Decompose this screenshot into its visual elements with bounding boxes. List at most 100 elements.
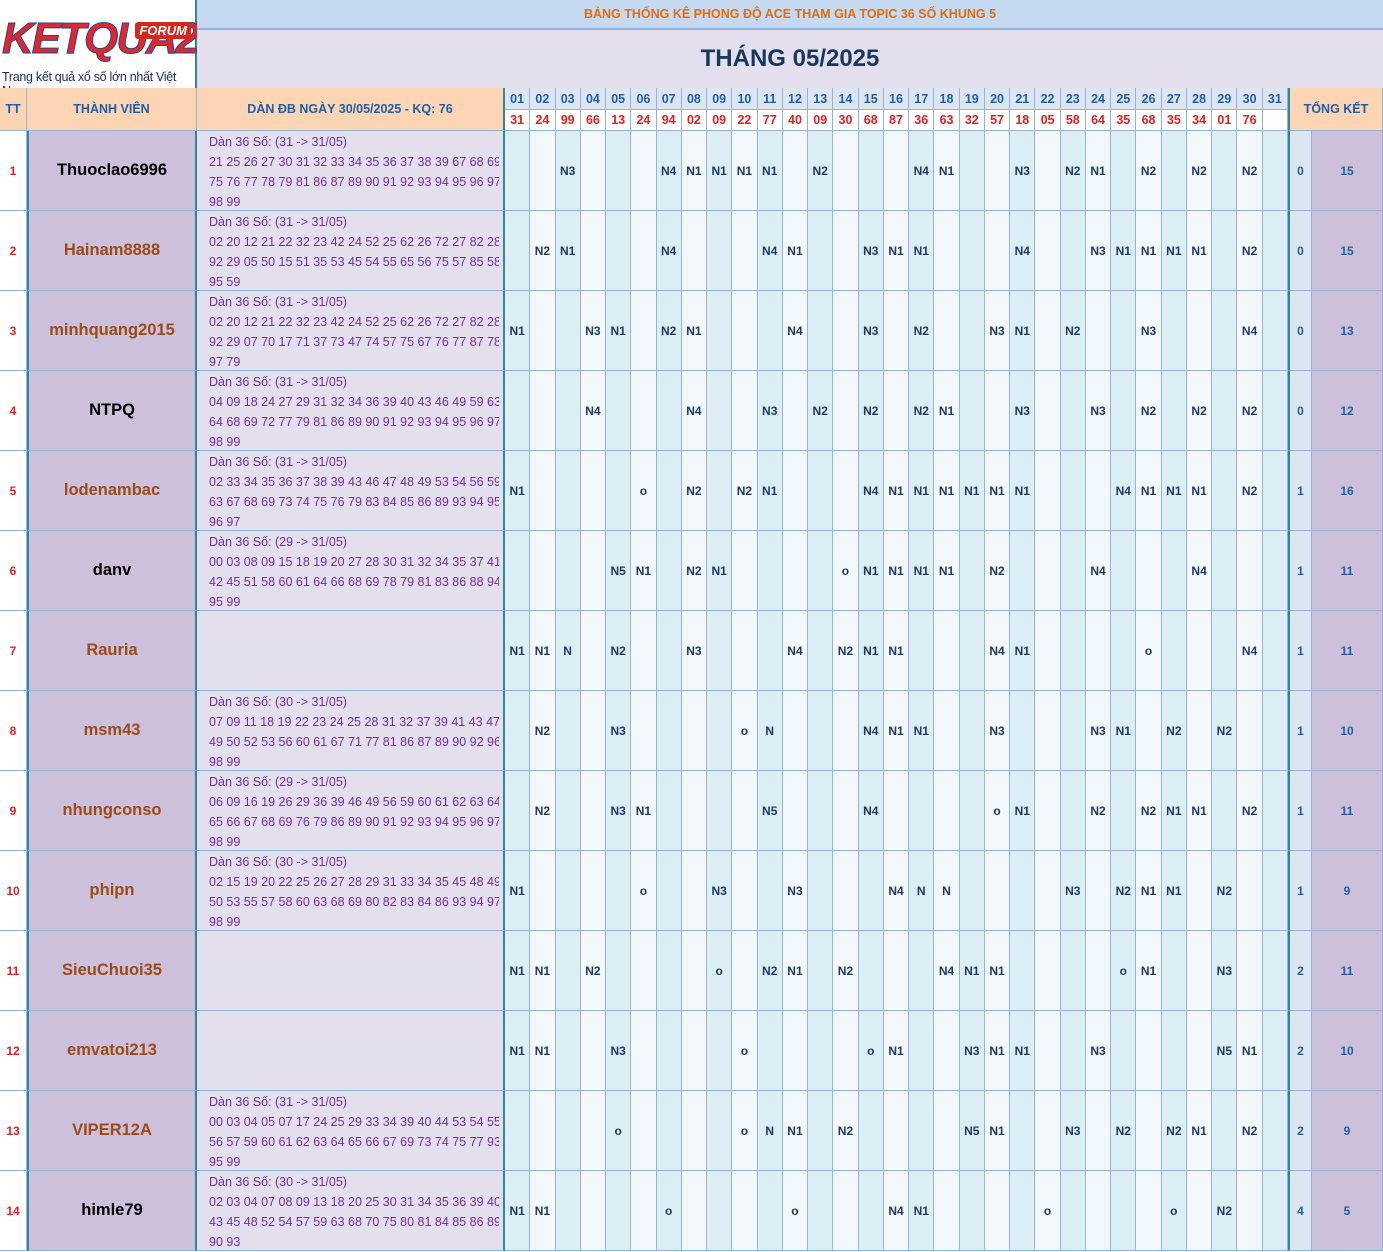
mark-cell: N5	[1212, 1011, 1238, 1091]
mark-cell	[1136, 1091, 1162, 1171]
mark-cell: N1	[883, 611, 910, 691]
dan-line: 02 20 12 21 22 32 23 42 24 52 25 62 26 7…	[209, 235, 499, 249]
day-result: 68	[1136, 110, 1162, 131]
day-result: 24	[631, 110, 657, 131]
dan-line: Dàn 36 Số: (31 -> 31/05)	[209, 295, 347, 309]
mark-cell: N1	[984, 451, 1011, 531]
mark-cell	[984, 211, 1011, 291]
mark-cell	[656, 371, 682, 451]
day-result: 35	[1111, 110, 1137, 131]
mark-cell	[505, 531, 531, 611]
mark-cell	[782, 451, 809, 531]
mark-cell: N3	[1136, 291, 1162, 371]
mark-cell: o	[631, 451, 657, 531]
member-name: phipn	[27, 851, 197, 931]
mark-cell	[1035, 531, 1061, 611]
mark-cell	[580, 531, 607, 611]
mark-cell: N1	[505, 611, 531, 691]
mark-cell: N2	[1060, 291, 1086, 371]
mark-cell	[782, 531, 809, 611]
mark-cell	[681, 1011, 708, 1091]
mark-cell: N2	[1212, 691, 1238, 771]
mark-cell: N1	[681, 131, 708, 211]
mark-cell	[1010, 851, 1036, 931]
wins-cell: 0	[1288, 211, 1312, 291]
mark-cell	[1035, 691, 1061, 771]
day-header: 22	[1035, 88, 1061, 110]
mark-cell	[1212, 451, 1238, 531]
mark-cell	[732, 531, 758, 611]
mark-cell: N1	[984, 1091, 1011, 1171]
mark-cell: o	[707, 931, 733, 1011]
mark-cell	[808, 931, 834, 1011]
day-result: 66	[580, 110, 607, 131]
mark-cell	[606, 451, 632, 531]
mark-cell: N4	[1010, 211, 1036, 291]
day-header: 12	[782, 88, 809, 110]
dan-line: Dàn 36 Số: (29 -> 31/05)	[209, 775, 347, 789]
mark-cell	[631, 291, 657, 371]
mark-cell	[681, 1171, 708, 1251]
mark-cell: N1	[1186, 451, 1213, 531]
mark-cell	[934, 291, 960, 371]
day-header: 17	[909, 88, 935, 110]
mark-cell	[1111, 1011, 1137, 1091]
mark-cell	[1262, 1091, 1288, 1171]
mark-cell: N2	[1237, 131, 1263, 211]
mark-cell	[782, 691, 809, 771]
mark-cell	[681, 211, 708, 291]
total-cell: 11	[1312, 531, 1383, 611]
mark-cell	[707, 771, 733, 851]
mark-cell	[858, 851, 884, 931]
mark-cell	[530, 531, 556, 611]
mark-cell	[656, 691, 682, 771]
dan-line: Dàn 36 Số: (30 -> 31/05)	[209, 695, 347, 709]
mark-cell	[555, 451, 581, 531]
member-name: lodenambac	[27, 451, 197, 531]
mark-cell: N3	[580, 291, 607, 371]
mark-cell	[631, 611, 657, 691]
mark-cell: N1	[1161, 851, 1187, 931]
member-name: danv	[27, 531, 197, 611]
dan-line: 92 29 05 50 15 51 35 53 45 54 55 65 56 7…	[209, 255, 499, 269]
mark-cell: N1	[606, 291, 632, 371]
mark-cell	[505, 691, 531, 771]
mark-cell: N2	[833, 1091, 859, 1171]
mark-cell	[959, 851, 985, 931]
day-result: 05	[1035, 110, 1061, 131]
mark-cell	[909, 1091, 935, 1171]
mark-cell	[1262, 131, 1288, 211]
mark-cell	[1035, 451, 1061, 531]
mark-cell: N2	[909, 371, 935, 451]
mark-cell	[909, 931, 935, 1011]
mark-cell	[1237, 851, 1263, 931]
mark-cell: N4	[883, 851, 910, 931]
day-header: 19	[959, 88, 985, 110]
mark-cell: N	[909, 851, 935, 931]
dan-line: 95 59	[209, 275, 241, 289]
mark-cell	[580, 131, 607, 211]
mark-cell: N3	[1085, 371, 1112, 451]
day-header: 29	[1212, 88, 1238, 110]
mark-cell	[1161, 611, 1187, 691]
day-result: 01	[1212, 110, 1238, 131]
dan-line: 50 53 55 57 58 60 63 68 69 80 82 83 84 8…	[209, 895, 499, 909]
mark-cell: N2	[1161, 1091, 1187, 1171]
day-header: 31	[1262, 88, 1288, 110]
total-cell: 16	[1312, 451, 1383, 531]
col-header: TỔNG KẾT	[1288, 88, 1383, 131]
mark-cell	[934, 1171, 960, 1251]
dan-line: 42 45 51 58 60 61 64 66 68 69 78 79 81 8…	[209, 575, 499, 589]
mark-cell	[530, 1091, 556, 1171]
dan-cell	[197, 1011, 505, 1091]
mark-cell	[1262, 1011, 1288, 1091]
mark-cell	[631, 691, 657, 771]
mark-cell	[732, 851, 758, 931]
total-cell: 5	[1312, 1171, 1383, 1251]
mark-cell	[1212, 291, 1238, 371]
mark-cell	[1212, 611, 1238, 691]
mark-cell: N1	[883, 531, 910, 611]
dan-line: 98 99	[209, 435, 241, 449]
dan-cell: Dàn 36 Số: (30 -> 31/05) 02 03 04 07 08 0…	[197, 1171, 505, 1251]
mark-cell	[631, 931, 657, 1011]
